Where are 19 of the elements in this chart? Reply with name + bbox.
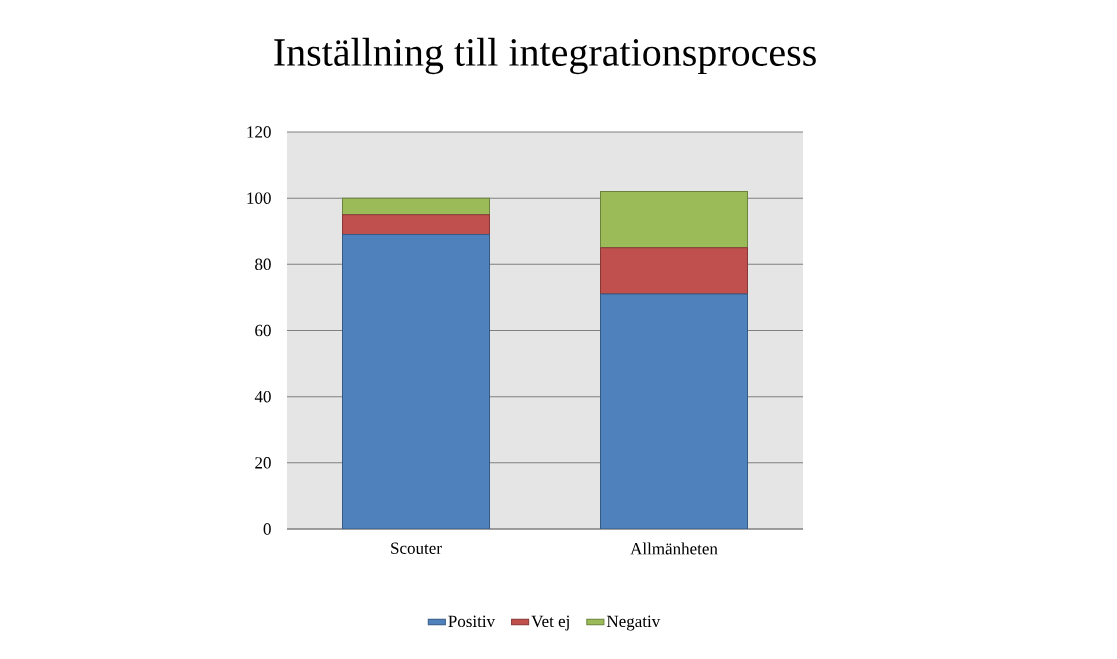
bar <box>600 247 749 295</box>
y-tick-label: 20 <box>255 457 271 469</box>
y-tick-label: 60 <box>255 324 271 337</box>
x-tick-label: Allmänheten <box>630 542 718 555</box>
bar <box>342 214 490 236</box>
x-tick-label: Scouter <box>391 542 442 554</box>
bar <box>600 293 749 529</box>
bar <box>342 234 490 529</box>
y-tick-label: 40 <box>254 390 271 403</box>
chart-title: Inställning till integrationsprocess <box>274 37 816 75</box>
legend-label: Vet ej <box>531 615 569 631</box>
y-tick-label: 0 <box>263 523 271 535</box>
y-tick-label: 100 <box>247 192 271 204</box>
legend-label: Positiv <box>448 615 496 628</box>
bar <box>600 191 749 249</box>
legend-label: Negativ <box>606 615 661 631</box>
y-tick-label: 120 <box>247 126 271 138</box>
y-tick-label: 80 <box>255 258 271 271</box>
bar <box>342 197 490 216</box>
